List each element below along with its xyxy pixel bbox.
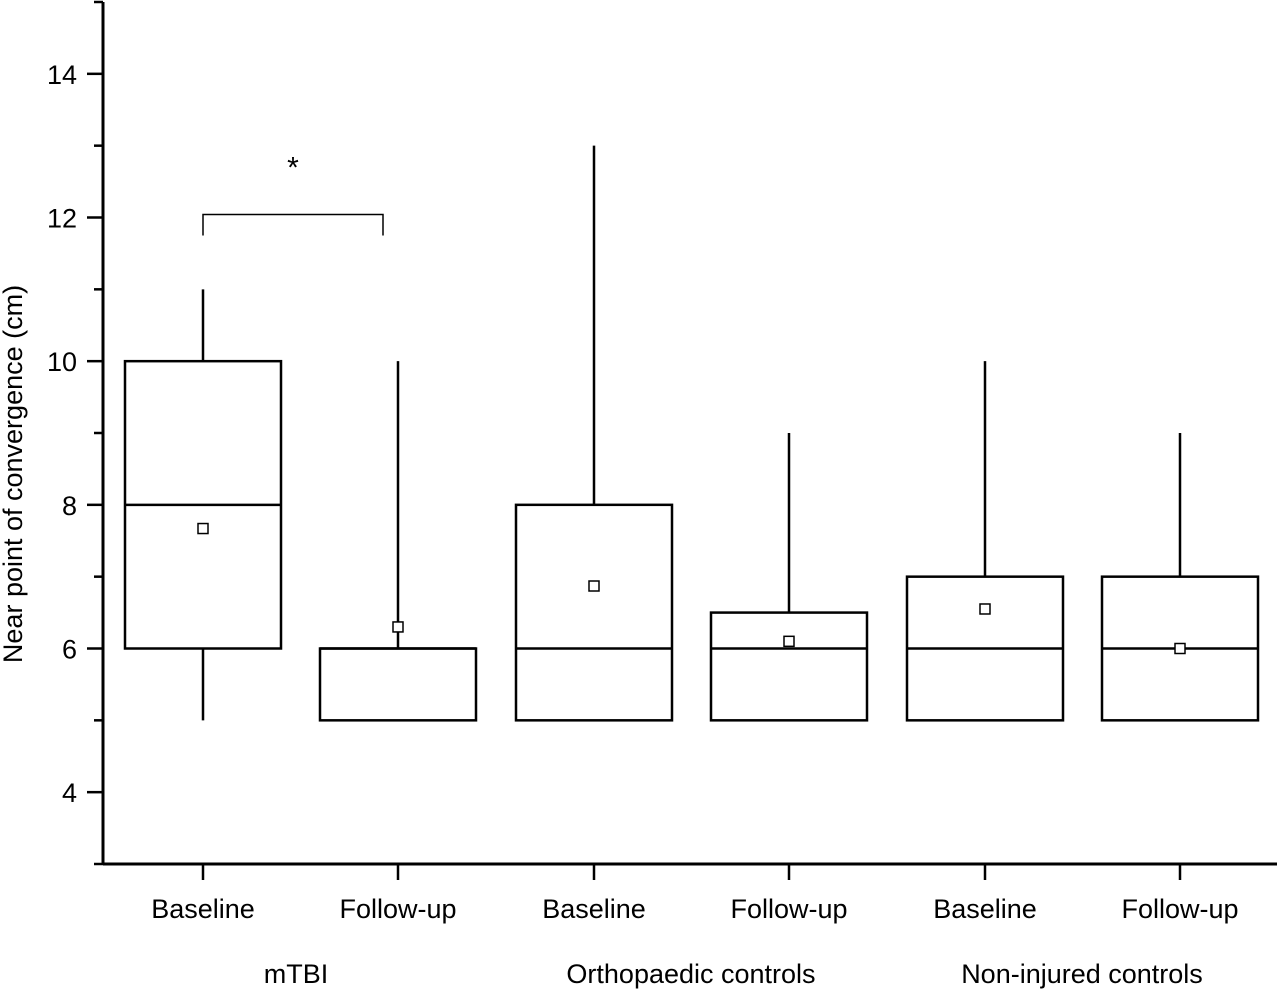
y-axis-ticks: 4 6 8 10 12 14 xyxy=(47,0,1182,880)
box-3 xyxy=(514,145,674,722)
box-2 xyxy=(318,361,478,722)
mean-marker xyxy=(588,580,600,592)
x-group-label: Non-injured controls xyxy=(961,959,1203,989)
y-tick-label: 6 xyxy=(62,635,77,665)
box-1 xyxy=(123,289,283,721)
x-category-label: Baseline xyxy=(151,894,255,924)
mean-marker xyxy=(197,522,209,535)
x-category-label: Follow-up xyxy=(339,894,456,924)
y-tick-label: 8 xyxy=(62,491,77,521)
box-5 xyxy=(905,361,1065,722)
box-iqr xyxy=(318,647,478,722)
y-tick-label: 14 xyxy=(47,60,77,90)
x-group-label: mTBI xyxy=(264,959,329,989)
mean-marker xyxy=(1174,642,1186,655)
y-tick-label: 4 xyxy=(62,778,77,808)
annotations: * xyxy=(202,152,384,236)
mean-marker xyxy=(392,621,404,633)
y-axis-label: Near point of convergence (cm) xyxy=(0,285,28,663)
x-axis-labels: Baseline Follow-up Baseline Follow-up Baseli… xyxy=(151,894,1238,989)
mean-marker xyxy=(979,603,991,615)
boxes xyxy=(123,145,1260,722)
x-category-label: Baseline xyxy=(933,894,1037,924)
x-category-label: Baseline xyxy=(542,894,646,924)
box-6 xyxy=(1100,433,1260,722)
box-iqr xyxy=(709,611,869,722)
significance-marker: * xyxy=(287,152,299,185)
significance-bracket xyxy=(202,213,384,236)
box-4 xyxy=(709,433,869,722)
box-iqr xyxy=(514,503,674,722)
x-category-label: Follow-up xyxy=(1121,894,1238,924)
mean-marker xyxy=(783,635,795,648)
y-tick-label: 12 xyxy=(47,204,77,234)
x-category-label: Follow-up xyxy=(730,894,847,924)
x-group-label: Orthopaedic controls xyxy=(566,959,815,989)
y-tick-label: 10 xyxy=(47,347,77,377)
